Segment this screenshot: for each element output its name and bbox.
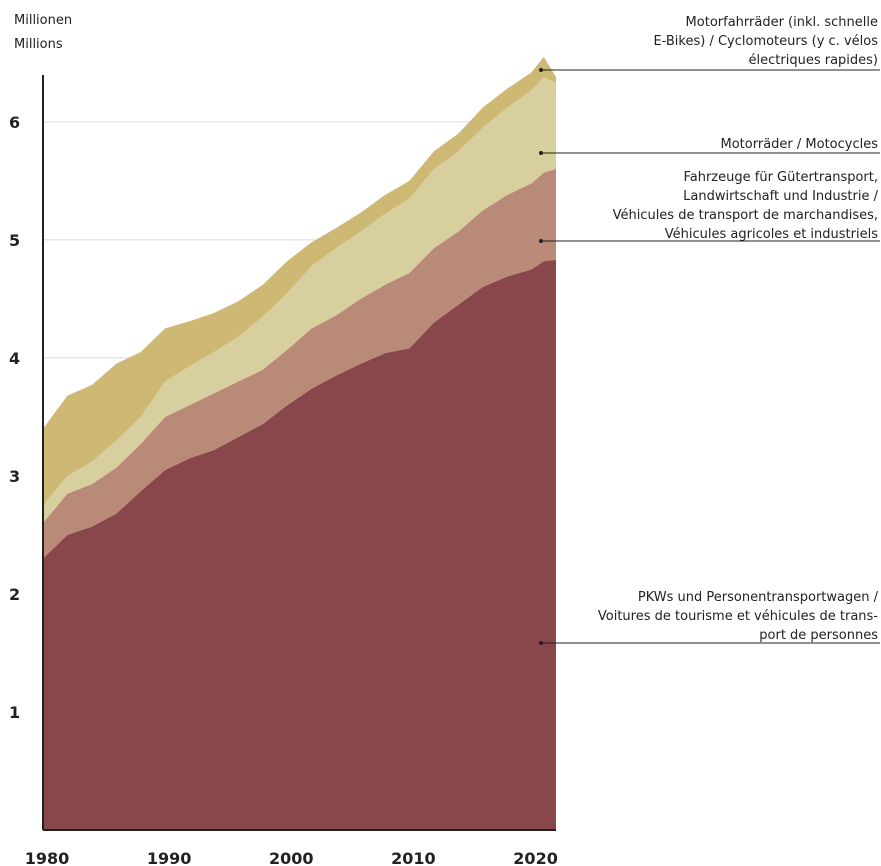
legend-label: Motorfahrräder (inkl. schnelle E-Bikes) … bbox=[653, 15, 878, 68]
legend-label: Fahrzeuge für Gütertransport, Landwirtsc… bbox=[612, 170, 878, 242]
y-tick-label: 3 bbox=[9, 467, 20, 486]
x-tick-label: 2000 bbox=[269, 849, 314, 866]
leader-dot bbox=[539, 68, 543, 72]
legend-label: PKWs und Personentransportwagen / Voitur… bbox=[597, 590, 878, 643]
x-tick-label: 2010 bbox=[391, 849, 436, 866]
leader-dot bbox=[539, 641, 543, 645]
y-tick-label: 2 bbox=[9, 585, 20, 604]
y-tick-label: 1 bbox=[9, 703, 20, 722]
x-tick-label: 1980 bbox=[25, 849, 70, 866]
x-tick-label: 1990 bbox=[147, 849, 192, 866]
leader-dot bbox=[539, 151, 543, 155]
area bbox=[43, 259, 556, 830]
x-tick-label: 2020 bbox=[513, 849, 558, 866]
legend-label: Motorräder / Motocycles bbox=[720, 137, 878, 152]
y-tick-label: 4 bbox=[9, 349, 20, 368]
y-tick-label: 5 bbox=[9, 231, 20, 250]
y-axis-label: Millions bbox=[14, 37, 63, 52]
leader-dot bbox=[539, 239, 543, 243]
y-tick-label: 6 bbox=[9, 113, 20, 132]
area bbox=[43, 76, 556, 524]
y-axis-label: Millionen bbox=[14, 13, 73, 28]
area bbox=[43, 169, 556, 559]
area bbox=[43, 56, 556, 506]
